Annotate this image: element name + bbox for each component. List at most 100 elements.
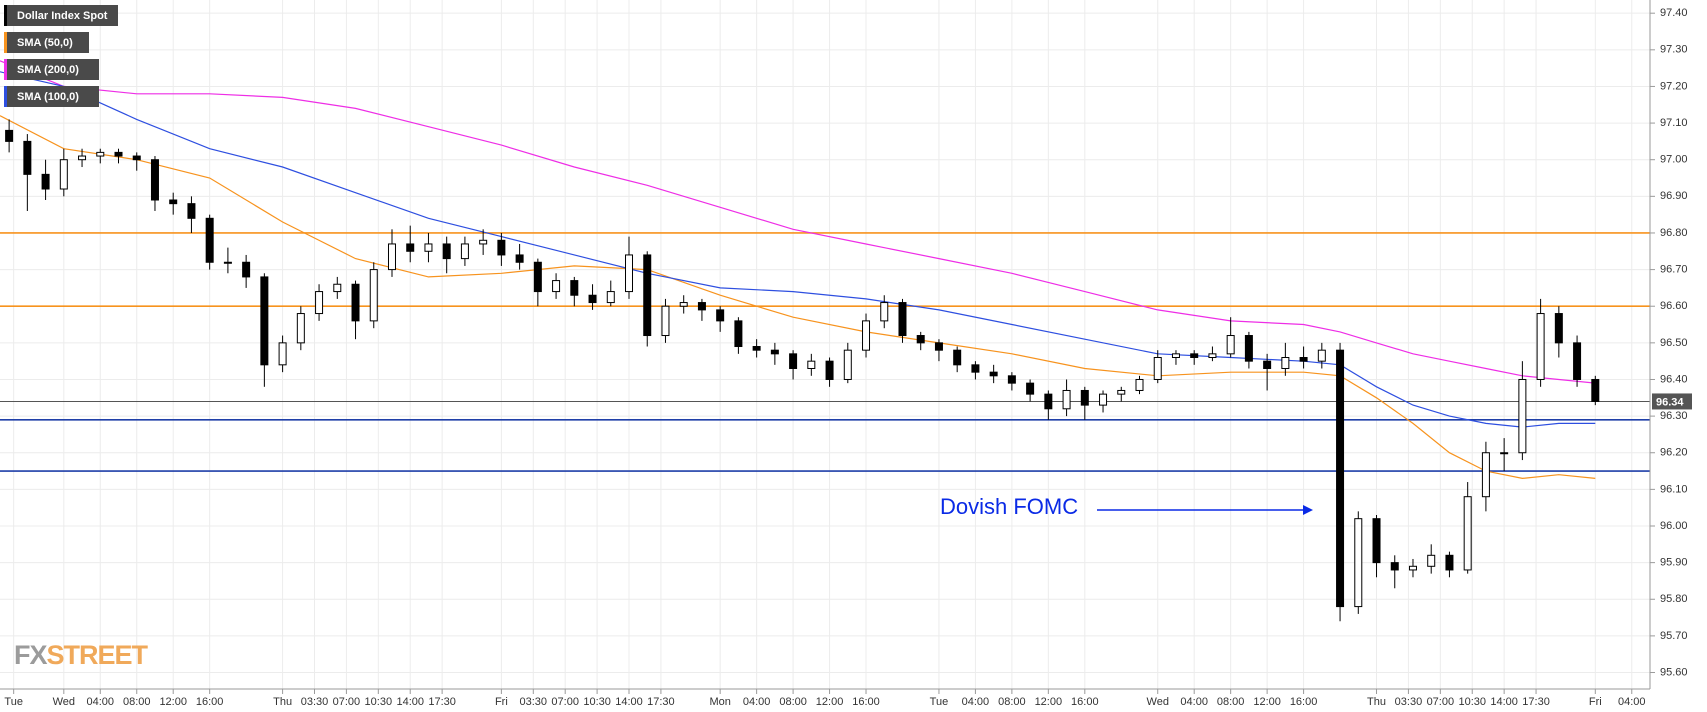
legend-swatch [4, 86, 7, 107]
sma-line [0, 71, 1596, 428]
y-tick-label: 96.60 [1660, 300, 1688, 312]
y-tick-label: 96.20 [1660, 447, 1688, 459]
logo-text: FXSTREET [14, 640, 149, 670]
candle-body [1408, 565, 1417, 571]
grid [0, 0, 1650, 689]
x-tick-label: 08:00 [123, 696, 151, 708]
annotation-text: Dovish FOMC [940, 494, 1078, 519]
logo: FXSTREET [14, 640, 150, 670]
candle-body [1536, 313, 1545, 380]
candle-body [1263, 360, 1272, 369]
x-tick-label: 04:00 [962, 696, 990, 708]
y-tick-label: 96.50 [1660, 337, 1688, 349]
candle-body [1026, 382, 1035, 395]
candle-body [1244, 335, 1253, 362]
candle-body [1135, 378, 1144, 391]
candle-body [242, 261, 251, 278]
candle-body [1317, 349, 1326, 362]
x-tick-label: 04:00 [1618, 696, 1646, 708]
candle-body [643, 254, 652, 337]
legend-box [4, 86, 99, 107]
candle-body [898, 302, 907, 337]
candle-body [661, 305, 670, 337]
candle-body [442, 243, 451, 260]
candle-body [934, 342, 943, 351]
candle-body [1171, 353, 1180, 359]
candle-body [424, 243, 433, 252]
candle-body [1591, 378, 1600, 402]
candle-body [96, 151, 105, 157]
y-tick-label: 96.70 [1660, 263, 1688, 275]
candle-body [588, 294, 597, 304]
y-tick-label: 97.30 [1660, 44, 1688, 56]
legend-box [4, 32, 89, 53]
candle-body [41, 173, 50, 190]
candle-body [351, 283, 360, 322]
x-tick-label: 07:00 [1427, 696, 1455, 708]
candle-body [78, 155, 87, 161]
x-tick-label: 12:00 [1253, 696, 1281, 708]
legend-label: SMA (200,0) [17, 64, 79, 76]
x-tick-label: 14:00 [396, 696, 424, 708]
legend-label: SMA (50,0) [17, 37, 73, 49]
x-tick-label: Fri [495, 696, 508, 708]
candle-body [843, 349, 852, 380]
candle-body [205, 217, 214, 263]
y-tick-label: 96.80 [1660, 227, 1688, 239]
candle-body [971, 364, 980, 373]
candle-body [1299, 357, 1308, 362]
annotation: Dovish FOMC [940, 494, 1313, 519]
y-tick-label: 97.20 [1660, 80, 1688, 92]
candle-body [1500, 452, 1509, 455]
y-tick-label: 96.40 [1660, 373, 1688, 385]
logo-fx: FX [14, 640, 47, 670]
y-tick-label: 97.10 [1660, 117, 1688, 129]
x-tick-label: 16:00 [196, 696, 224, 708]
candle-body [169, 199, 178, 205]
candle-body [1190, 353, 1199, 359]
y-tick-label: 95.90 [1660, 557, 1688, 569]
legend-swatch [4, 32, 7, 53]
candle-body [625, 254, 634, 293]
candle-body [1099, 393, 1108, 406]
candle-body [697, 302, 706, 311]
y-tick-label: 96.00 [1660, 520, 1688, 532]
x-tick-label: 04:00 [1180, 696, 1208, 708]
candle-body [1281, 357, 1290, 369]
y-tick-label: 95.80 [1660, 593, 1688, 605]
candle-body [752, 346, 761, 351]
x-tick-label: 10:30 [583, 696, 611, 708]
candle-body [807, 360, 816, 369]
x-tick-label: 16:00 [852, 696, 880, 708]
candle-body [1007, 375, 1016, 384]
legend-label: Dollar Index Spot [17, 10, 108, 22]
candle-body [1080, 389, 1089, 406]
y-tick-label: 95.60 [1660, 666, 1688, 678]
x-tick-label: 17:30 [1522, 696, 1550, 708]
legend: Dollar Index Spot SMA (50,0) SMA (200,0) SM… [4, 5, 118, 107]
candle-body [716, 309, 725, 322]
candle-body [1445, 554, 1454, 571]
x-tick-label: 14:00 [615, 696, 643, 708]
legend-swatch [4, 59, 7, 80]
y-tick-label: 96.10 [1660, 483, 1688, 495]
candle-body [916, 335, 925, 344]
x-tick-label: 16:00 [1290, 696, 1318, 708]
sma-line [0, 60, 1596, 384]
y-tick-label: 96.30 [1660, 410, 1688, 422]
candles [5, 119, 1600, 622]
x-tick-label: 07:00 [333, 696, 361, 708]
x-tick-label: 16:00 [1071, 696, 1099, 708]
x-tick-label: 04:00 [87, 696, 115, 708]
x-tick-label: Wed [53, 696, 75, 708]
legend-box [4, 59, 99, 80]
legend-swatch [4, 5, 7, 26]
x-tick-label: 14:00 [1490, 696, 1518, 708]
x-tick-label: Wed [1147, 696, 1169, 708]
x-tick-label: 08:00 [779, 696, 807, 708]
candle-body [1481, 452, 1490, 498]
y-tick-label: 97.40 [1660, 7, 1688, 19]
candle-body [1463, 496, 1472, 571]
x-tick-label: 17:30 [647, 696, 675, 708]
